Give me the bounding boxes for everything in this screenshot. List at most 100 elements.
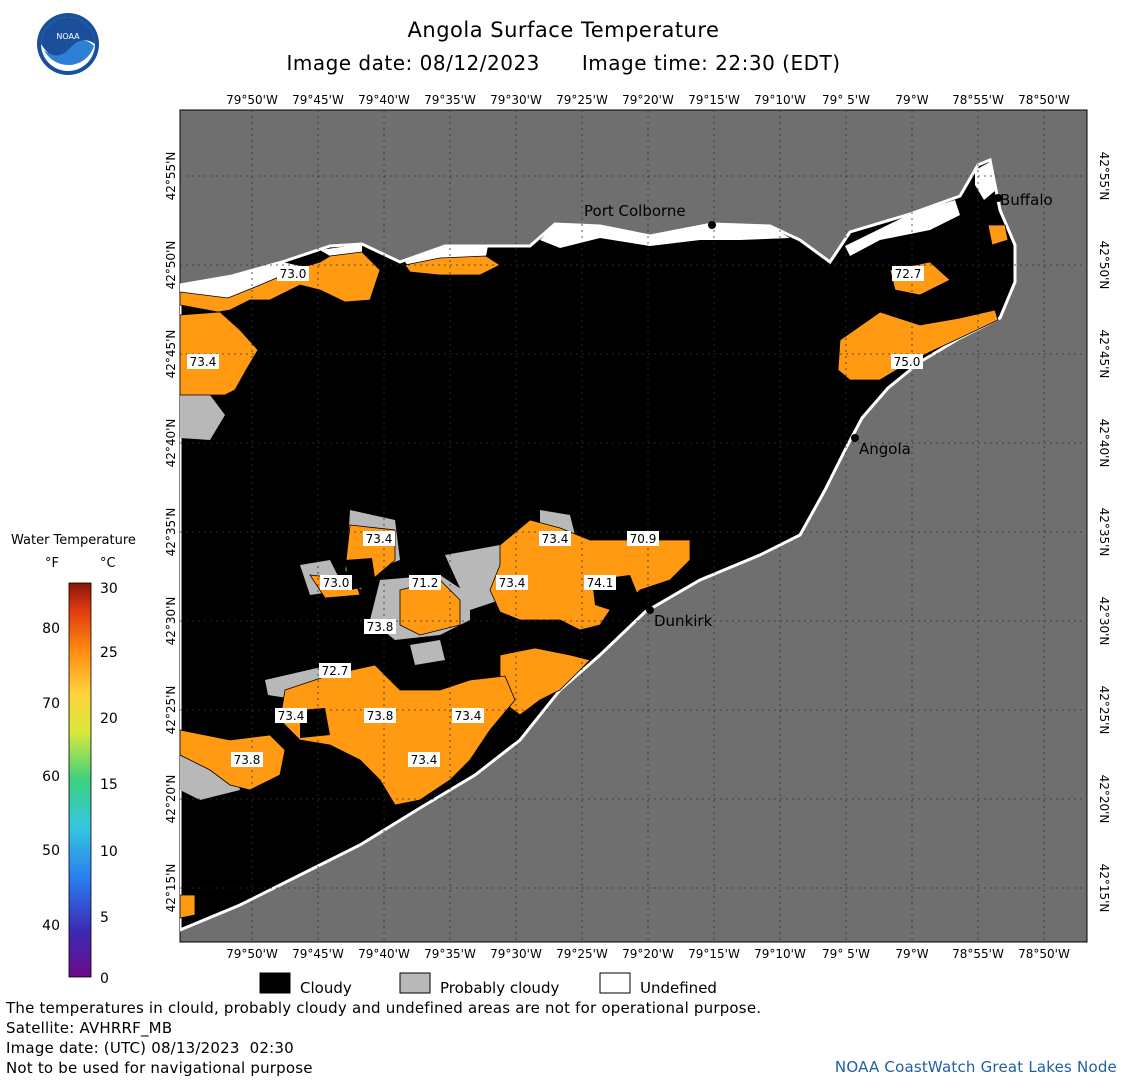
temp-label: 73.0 bbox=[280, 267, 307, 281]
lon-tick-bottom: 79°45'W bbox=[292, 947, 344, 961]
lat-tick-right: 42°30'N bbox=[1097, 597, 1111, 646]
temp-label: 73.4 bbox=[499, 576, 526, 590]
temp-label: 73.4 bbox=[278, 709, 305, 723]
image-time-label: Image time: 22:30 (EDT) bbox=[581, 51, 841, 75]
temp-label: 70.9 bbox=[630, 532, 657, 546]
lon-tick-bottom: 79°50'W bbox=[226, 947, 278, 961]
legend-title: Water Temperature bbox=[11, 533, 136, 548]
legend-c-tick: 15 bbox=[100, 777, 118, 793]
lon-tick-top: 79°30'W bbox=[490, 93, 542, 107]
legend-f-tick: 60 bbox=[42, 769, 60, 785]
lat-labels-right: 42°55'N 42°50'N 42°45'N 42°40'N 42°35'N … bbox=[1097, 152, 1111, 913]
legend-unit-f: °F bbox=[45, 556, 59, 571]
noaa-logo-icon: NOAA bbox=[37, 13, 99, 75]
place-dot-port-colborne bbox=[708, 221, 716, 229]
lon-tick-top: 79° 5'W bbox=[822, 93, 870, 107]
lon-tick-top: 78°50'W bbox=[1018, 93, 1070, 107]
lon-labels-bottom: 79°50'W 79°45'W 79°40'W 79°35'W 79°30'W … bbox=[226, 947, 1070, 961]
lat-tick-left: 42°40'N bbox=[164, 419, 178, 468]
color-scale-legend: Water Temperature °F °C 80 70 60 50 40 3… bbox=[11, 533, 136, 987]
temp-label-box: 72.7 bbox=[319, 663, 351, 678]
footer-utc-date: Image date: (UTC) 08/13/2023 02:30 bbox=[6, 1039, 294, 1057]
place-label-dunkirk: Dunkirk bbox=[654, 612, 713, 630]
temp-label: 73.4 bbox=[190, 355, 217, 369]
legend-c-tick: 20 bbox=[100, 711, 118, 727]
image-datetime: Image date: 08/12/2023 Image time: 22:30 … bbox=[0, 51, 1127, 75]
temp-label: 73.4 bbox=[455, 709, 482, 723]
lon-tick-top: 79°10'W bbox=[754, 93, 806, 107]
lon-tick-top: 78°55'W bbox=[952, 93, 1004, 107]
place-dot-buffalo bbox=[994, 194, 1002, 202]
temp-label-box: 72.7 bbox=[892, 266, 924, 281]
legend-f-tick: 80 bbox=[42, 621, 60, 637]
lat-tick-left: 42°15'N bbox=[164, 864, 178, 913]
lon-tick-top: 79°20'W bbox=[622, 93, 674, 107]
place-label-port-colborne: Port Colborne bbox=[584, 202, 686, 220]
footer-nav-warning: Not to be used for navigational purpose bbox=[6, 1059, 313, 1077]
lat-tick-left: 42°50'N bbox=[164, 241, 178, 290]
temp-label: 71.2 bbox=[412, 576, 439, 590]
temp-label-box: 73.8 bbox=[364, 708, 396, 723]
temp-label-box: 71.2 bbox=[409, 575, 441, 590]
lat-tick-left: 42°35'N bbox=[164, 508, 178, 557]
temp-label: 73.8 bbox=[234, 753, 261, 767]
legend-f-tick: 50 bbox=[42, 843, 60, 859]
lon-tick-bottom: 79°15'W bbox=[688, 947, 740, 961]
temp-label-box: 73.4 bbox=[452, 708, 484, 723]
temp-label-box: 73.4 bbox=[496, 575, 528, 590]
cloud-key: Cloudy Probably cloudy Undefined bbox=[259, 972, 717, 997]
lon-tick-bottom: 79°30'W bbox=[490, 947, 542, 961]
key-label-undefined: Undefined bbox=[640, 979, 717, 997]
legend-c-tick: 0 bbox=[100, 971, 109, 987]
lon-tick-top: 79°45'W bbox=[292, 93, 344, 107]
temp-label: 73.0 bbox=[323, 576, 350, 590]
temp-label-box: 73.4 bbox=[275, 708, 307, 723]
legend-c-tick: 30 bbox=[100, 581, 118, 597]
page-title: Angola Surface Temperature bbox=[407, 18, 720, 42]
lat-tick-right: 42°15'N bbox=[1097, 864, 1111, 913]
surface-temperature-areas bbox=[180, 224, 1009, 919]
lon-tick-bottom: 78°55'W bbox=[952, 947, 1004, 961]
temp-labels: 73.0 72.7 73.4 75.0 73.4 73.4 70.9 73.0 … bbox=[187, 266, 924, 767]
temp-label-box: 70.9 bbox=[627, 531, 659, 546]
place-markers: Port Colborne Buffalo Angola Dunkirk bbox=[584, 191, 1053, 630]
lon-tick-bottom: 79°10'W bbox=[754, 947, 806, 961]
temp-label-box: 75.0 bbox=[891, 354, 923, 369]
lat-tick-right: 42°50'N bbox=[1097, 241, 1111, 290]
key-swatch-undefined bbox=[599, 972, 631, 994]
legend-f-tick: 70 bbox=[42, 696, 60, 712]
lon-tick-top: 79°50'W bbox=[226, 93, 278, 107]
lat-tick-left: 42°25'N bbox=[164, 686, 178, 735]
lat-tick-right: 42°40'N bbox=[1097, 419, 1111, 468]
color-scale-bar bbox=[68, 582, 92, 978]
temp-label: 73.4 bbox=[411, 753, 438, 767]
lon-tick-top: 79°15'W bbox=[688, 93, 740, 107]
temp-label-box: 73.8 bbox=[364, 619, 396, 634]
legend-c-tick: 10 bbox=[100, 844, 118, 860]
graticule bbox=[180, 110, 1087, 942]
legend-c-tick: 5 bbox=[100, 910, 109, 926]
temp-label: 74.1 bbox=[587, 576, 614, 590]
undefined-areas bbox=[180, 162, 996, 300]
temp-label-box: 73.0 bbox=[277, 266, 309, 281]
lat-tick-left: 42°55'N bbox=[164, 152, 178, 201]
temp-label: 73.4 bbox=[542, 532, 569, 546]
temp-label-box: 73.4 bbox=[363, 531, 395, 546]
temp-label-box: 73.4 bbox=[539, 531, 571, 546]
lat-tick-right: 42°35'N bbox=[1097, 508, 1111, 557]
lat-labels-left: 42°55'N 42°50'N 42°45'N 42°40'N 42°35'N … bbox=[164, 152, 178, 913]
key-label-probably-cloudy: Probably cloudy bbox=[440, 979, 559, 997]
place-dot-angola bbox=[851, 434, 859, 442]
temp-label-box: 73.0 bbox=[320, 575, 352, 590]
lon-tick-bottom: 79°W bbox=[895, 947, 928, 961]
lat-tick-right: 42°45'N bbox=[1097, 330, 1111, 379]
temp-label: 73.8 bbox=[367, 620, 394, 634]
place-dot-dunkirk bbox=[646, 606, 654, 614]
logo-text: NOAA bbox=[56, 32, 80, 41]
footer-satellite: Satellite: AVHRRF_MB bbox=[6, 1019, 173, 1037]
lat-tick-left: 42°20'N bbox=[164, 775, 178, 824]
lon-labels-top: 79°50'W 79°45'W 79°40'W 79°35'W 79°30'W … bbox=[226, 93, 1070, 107]
temp-label-box: 73.4 bbox=[408, 752, 440, 767]
key-swatch-cloudy bbox=[259, 972, 291, 994]
